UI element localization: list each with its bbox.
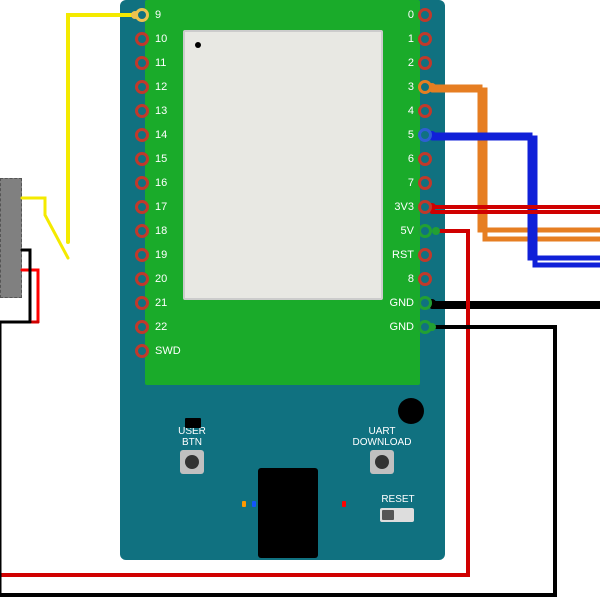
smd-component-1 bbox=[242, 501, 246, 507]
pin-label-gnd: GND bbox=[390, 321, 414, 333]
pin-19 bbox=[135, 248, 149, 262]
pin-11 bbox=[135, 56, 149, 70]
pin-label-3v3: 3V3 bbox=[394, 201, 414, 213]
wire-5 bbox=[432, 90, 600, 239]
pin-label-14: 14 bbox=[155, 129, 167, 141]
pin-14 bbox=[135, 128, 149, 142]
pin-label-9: 9 bbox=[155, 9, 161, 21]
pin-label-6: 6 bbox=[408, 153, 414, 165]
wiring-layer bbox=[0, 0, 600, 600]
pin-label-3: 3 bbox=[408, 81, 414, 93]
pin-label-19: 19 bbox=[155, 249, 167, 261]
pin-label-7: 7 bbox=[408, 177, 414, 189]
pin-label-12: 12 bbox=[155, 81, 167, 93]
pin-20 bbox=[135, 272, 149, 286]
pin-swd bbox=[135, 344, 149, 358]
wire-14 bbox=[0, 327, 555, 595]
wire-12 bbox=[0, 231, 468, 575]
wire-13 bbox=[0, 322, 38, 575]
pin-label-1: 1 bbox=[408, 33, 414, 45]
pin-17 bbox=[135, 200, 149, 214]
wire-7 bbox=[432, 138, 600, 265]
wire-0 bbox=[68, 15, 135, 242]
pin-6 bbox=[418, 152, 432, 166]
pin-4 bbox=[418, 104, 432, 118]
pin-label-4: 4 bbox=[408, 105, 414, 117]
pin-label-10: 10 bbox=[155, 33, 167, 45]
pin-0 bbox=[418, 8, 432, 22]
pin-10 bbox=[135, 32, 149, 46]
pin-15 bbox=[135, 152, 149, 166]
smd-component-0 bbox=[185, 418, 201, 428]
smd-component-2 bbox=[252, 501, 256, 507]
pin-label-rst: RST bbox=[392, 249, 414, 261]
pin-8 bbox=[418, 272, 432, 286]
pin-rst bbox=[418, 248, 432, 262]
pin-label-13: 13 bbox=[155, 105, 167, 117]
pin-label-8: 8 bbox=[408, 273, 414, 285]
pin-18 bbox=[135, 224, 149, 238]
pin-3v3 bbox=[418, 200, 432, 214]
pin-label-5: 5 bbox=[408, 129, 414, 141]
pin-label-5v: 5V bbox=[401, 225, 414, 237]
pin-22 bbox=[135, 320, 149, 334]
pin-label-17: 17 bbox=[155, 201, 167, 213]
pin-5 bbox=[418, 128, 432, 142]
pin-label-21: 21 bbox=[155, 297, 167, 309]
pin-label-16: 16 bbox=[155, 177, 167, 189]
wire-3 bbox=[22, 250, 30, 322]
pin-16 bbox=[135, 176, 149, 190]
pin-label-20: 20 bbox=[155, 273, 167, 285]
pin-1 bbox=[418, 32, 432, 46]
pin-9 bbox=[135, 8, 149, 22]
pin-label-gnd: GND bbox=[390, 297, 414, 309]
pin-label-18: 18 bbox=[155, 225, 167, 237]
pin-3 bbox=[418, 80, 432, 94]
pin-7 bbox=[418, 176, 432, 190]
pin-2 bbox=[418, 56, 432, 70]
pin-label-22: 22 bbox=[155, 321, 167, 333]
pin-label-0: 0 bbox=[408, 9, 414, 21]
pin-13 bbox=[135, 104, 149, 118]
pin-gnd bbox=[418, 296, 432, 310]
pin-21 bbox=[135, 296, 149, 310]
pin-gnd bbox=[418, 320, 432, 334]
pin-label-2: 2 bbox=[408, 57, 414, 69]
pin-5v bbox=[418, 224, 432, 238]
pin-label-15: 15 bbox=[155, 153, 167, 165]
smd-component-3 bbox=[342, 501, 346, 507]
pin-label-11: 11 bbox=[155, 57, 166, 69]
wire-15 bbox=[0, 322, 30, 595]
pin-label-swd: SWD bbox=[155, 345, 181, 357]
pin-12 bbox=[135, 80, 149, 94]
